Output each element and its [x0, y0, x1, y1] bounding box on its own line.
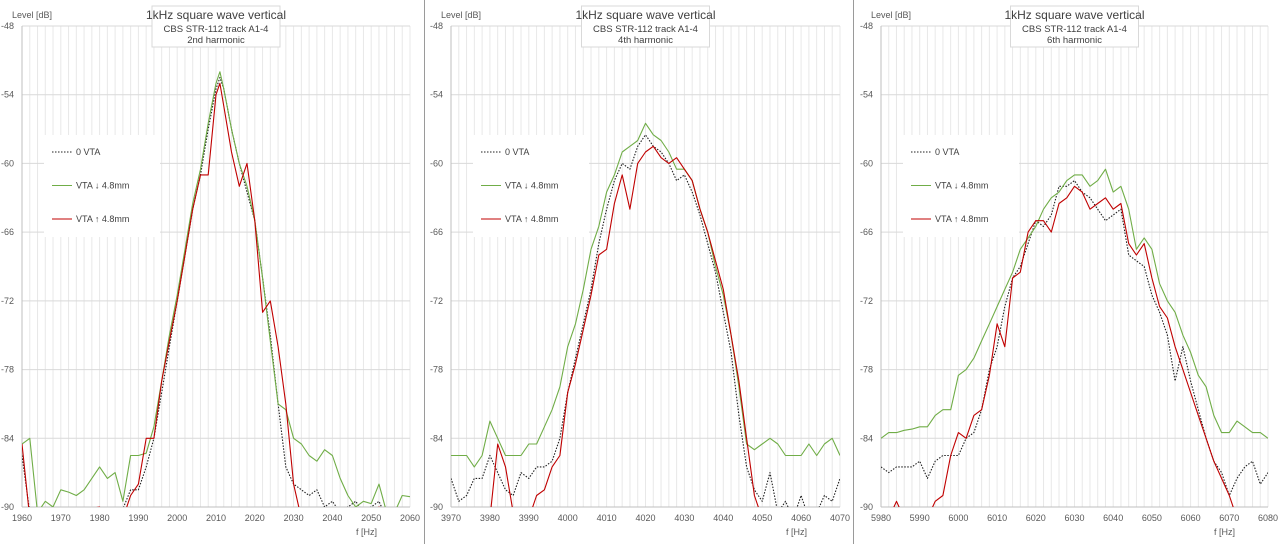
x-tick-label: 6020	[1026, 513, 1046, 523]
x-tick-label: 2050	[361, 513, 381, 523]
y-tick-label: -84	[430, 433, 443, 443]
x-tick-label: 6070	[1219, 513, 1239, 523]
y-axis-label: Level [dB]	[12, 10, 52, 20]
y-tick-label: -84	[860, 433, 873, 443]
y-tick-label: -66	[1, 227, 14, 237]
series-line-2	[22, 71, 410, 507]
x-axis-label: f [Hz]	[1214, 527, 1235, 537]
x-tick-label: 4040	[713, 513, 733, 523]
x-tick-label: 6080	[1258, 513, 1278, 523]
y-tick-label: -84	[1, 433, 14, 443]
y-tick-label: -66	[430, 227, 443, 237]
y-tick-label: -60	[860, 158, 873, 168]
title-box	[151, 5, 281, 48]
y-tick-label: -48	[860, 21, 873, 31]
legend-label: VTA ↑ 4.8mm	[76, 214, 129, 224]
chart-subtitle-line: CBS STR-112 track A1-4	[593, 24, 698, 35]
y-tick-label: -48	[1, 21, 14, 31]
legend-label: VTA ↓ 4.8mm	[505, 181, 558, 191]
y-tick-label: -54	[860, 90, 873, 100]
y-axis-label: Level [dB]	[441, 10, 481, 20]
x-tick-label: 3980	[480, 513, 500, 523]
x-tick-label: 3970	[441, 513, 461, 523]
title-box	[1010, 5, 1139, 48]
y-tick-label: -78	[430, 365, 443, 375]
title-box	[581, 5, 710, 48]
x-tick-label: 1990	[128, 513, 148, 523]
series-line-2	[451, 122, 840, 468]
y-tick-label: -90	[860, 502, 873, 512]
chart-subtitle-line: 4th harmonic	[618, 35, 673, 46]
x-tick-label: 2040	[322, 513, 342, 523]
x-tick-label: 6050	[1142, 513, 1162, 523]
y-tick-label: -66	[860, 227, 873, 237]
x-tick-label: 4060	[791, 513, 811, 523]
panel-divider	[853, 0, 854, 544]
y-tick-label: -72	[1, 296, 14, 306]
series-line-1	[881, 180, 1268, 497]
panel-divider	[424, 0, 425, 544]
chart-title: 1kHz square wave vertical	[1004, 8, 1144, 22]
series-line-2	[881, 168, 1268, 439]
chart-subtitle-line: CBS STR-112 track A1-4	[1022, 24, 1127, 35]
y-tick-label: -90	[1, 502, 14, 512]
x-tick-label: 4020	[635, 513, 655, 523]
legend-label: 0 VTA	[505, 147, 529, 157]
legend-label: 0 VTA	[935, 147, 959, 157]
x-tick-label: 1980	[90, 513, 110, 523]
x-tick-label: 2060	[400, 513, 420, 523]
x-tick-label: 3990	[519, 513, 539, 523]
y-tick-label: -48	[430, 21, 443, 31]
x-axis-label: f [Hz]	[786, 527, 807, 537]
y-tick-label: -78	[860, 365, 873, 375]
y-tick-label: -54	[1, 90, 14, 100]
x-tick-label: 4000	[558, 513, 578, 523]
series-line-3	[490, 145, 759, 507]
x-tick-label: 4070	[830, 513, 850, 523]
x-tick-label: 5990	[910, 513, 930, 523]
x-tick-label: 2010	[206, 513, 226, 523]
x-tick-label: 1970	[51, 513, 71, 523]
y-tick-label: -54	[430, 90, 443, 100]
legend-label: VTA ↑ 4.8mm	[935, 214, 988, 224]
chart-subtitle-line: CBS STR-112 track A1-4	[164, 24, 269, 35]
series-line-1	[451, 134, 840, 507]
x-axis-label: f [Hz]	[356, 527, 377, 537]
legend-label: VTA ↓ 4.8mm	[76, 181, 129, 191]
y-tick-label: -60	[1, 158, 14, 168]
chart-subtitle-line: 2nd harmonic	[187, 35, 245, 46]
x-tick-label: 6010	[987, 513, 1007, 523]
y-tick-label: -72	[430, 296, 443, 306]
series-line-3	[893, 185, 1234, 507]
x-tick-label: 2000	[167, 513, 187, 523]
x-tick-label: 4030	[674, 513, 694, 523]
y-tick-label: -78	[1, 365, 14, 375]
x-tick-label: 1960	[12, 513, 32, 523]
x-tick-label: 6060	[1181, 513, 1201, 523]
legend-label: VTA ↑ 4.8mm	[505, 214, 558, 224]
legend-label: 0 VTA	[76, 147, 100, 157]
x-tick-label: 4010	[597, 513, 617, 523]
series-line-3	[22, 82, 380, 507]
x-tick-label: 6030	[1064, 513, 1084, 523]
y-tick-label: -60	[430, 158, 443, 168]
chart-subtitle-line: 6th harmonic	[1047, 35, 1102, 46]
y-axis-label: Level [dB]	[871, 10, 911, 20]
x-tick-label: 4050	[752, 513, 772, 523]
y-tick-label: -72	[860, 296, 873, 306]
legend-label: VTA ↓ 4.8mm	[935, 181, 988, 191]
x-tick-label: 5980	[871, 513, 891, 523]
series-line-1	[22, 76, 383, 507]
x-tick-label: 2020	[245, 513, 265, 523]
y-tick-label: -90	[430, 502, 443, 512]
x-tick-label: 6040	[1103, 513, 1123, 523]
x-tick-label: 6000	[948, 513, 968, 523]
chart-title: 1kHz square wave vertical	[146, 8, 286, 22]
x-tick-label: 2030	[284, 513, 304, 523]
chart-title: 1kHz square wave vertical	[575, 8, 715, 22]
